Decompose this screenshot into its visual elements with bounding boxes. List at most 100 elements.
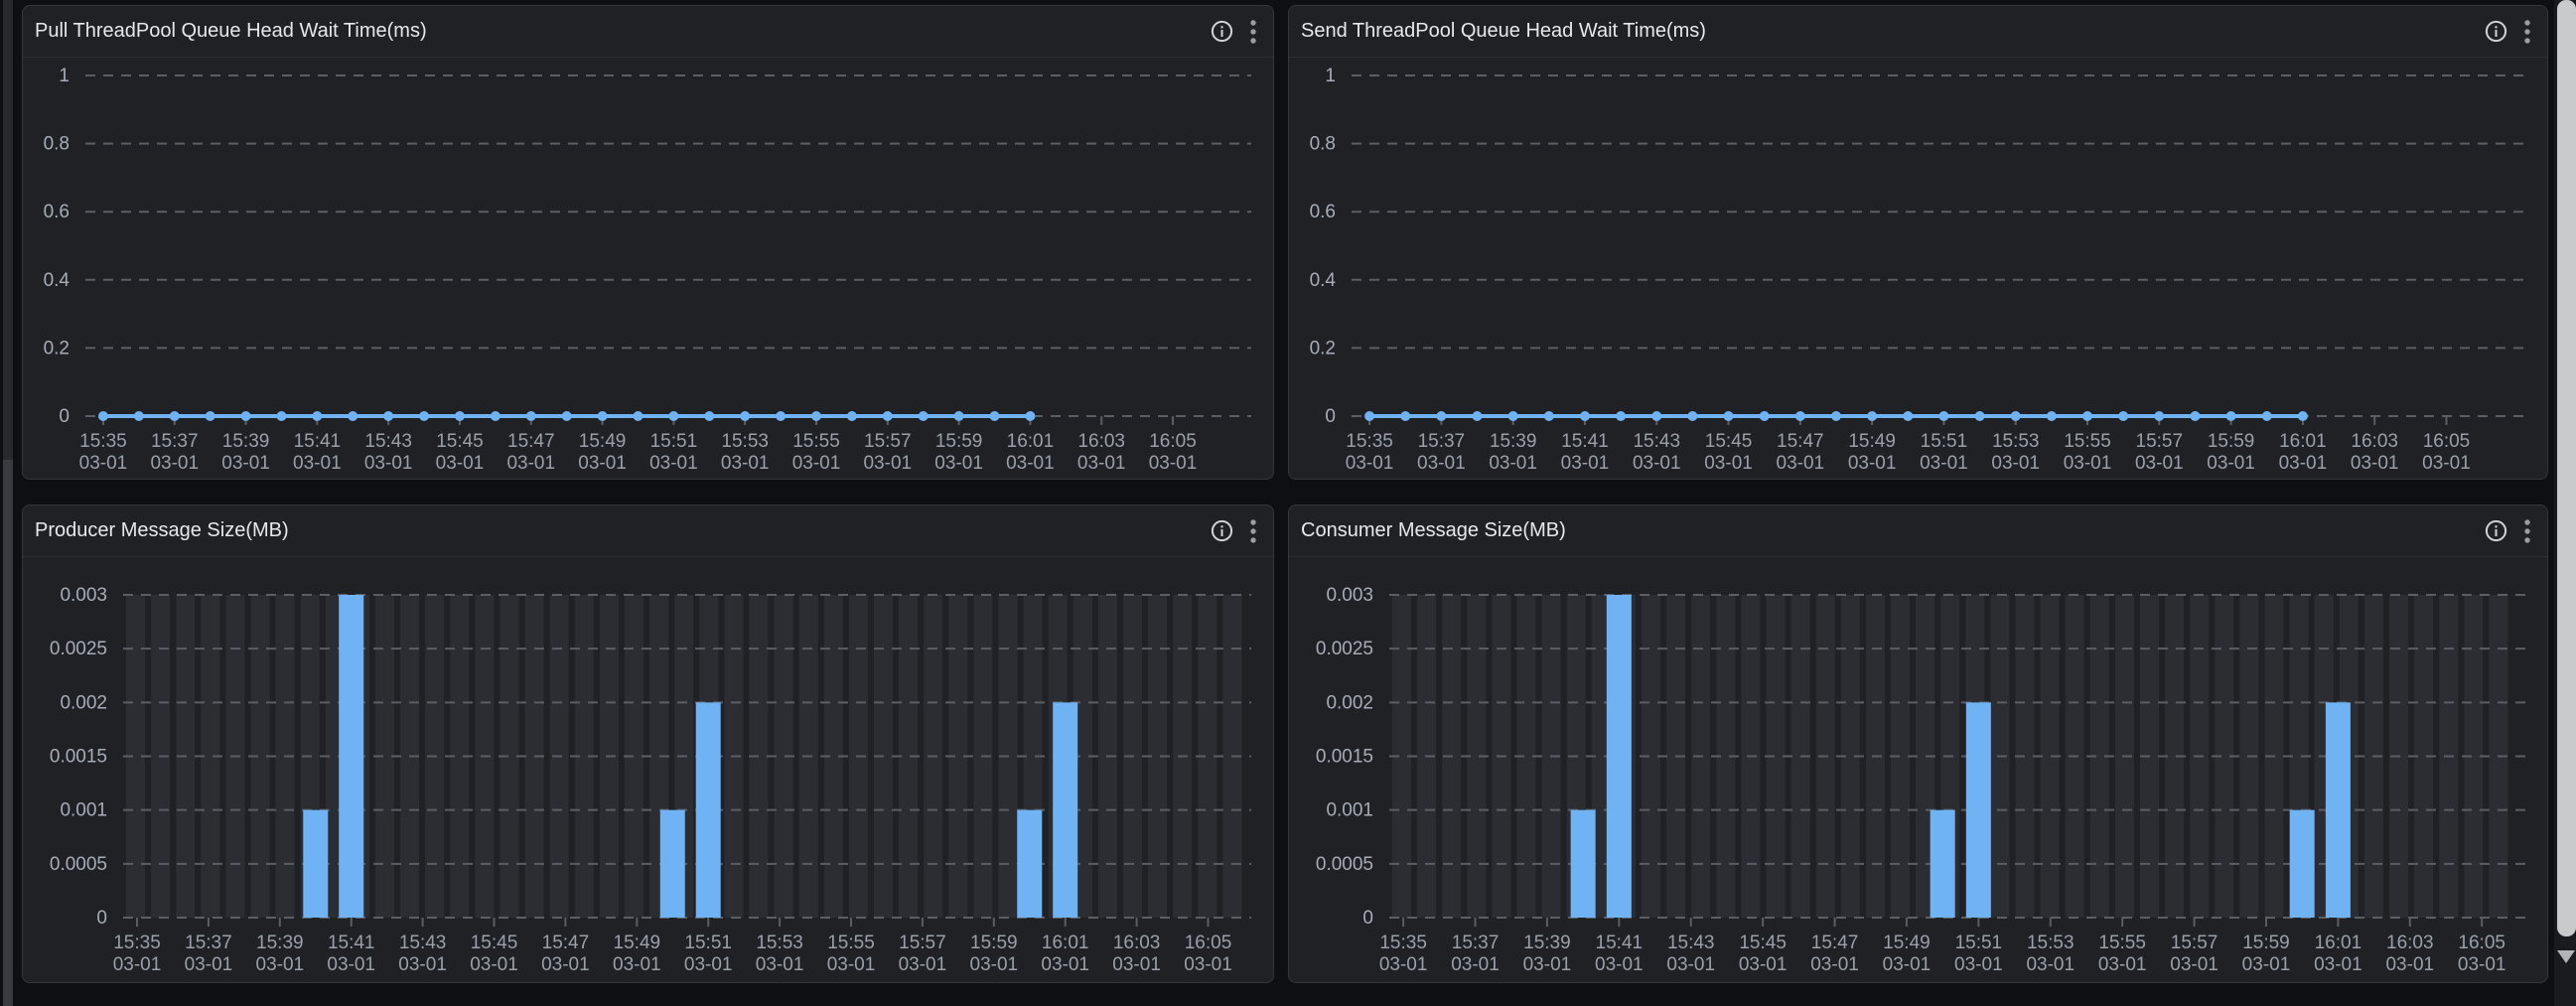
svg-text:15:45: 15:45 <box>1705 431 1753 452</box>
svg-text:03-01: 03-01 <box>1184 954 1232 975</box>
info-icon[interactable] <box>2485 519 2507 542</box>
panel-header: Consumer Message Size(MB) <box>1289 505 2547 557</box>
more-menu-icon[interactable] <box>2523 19 2531 45</box>
svg-text:1: 1 <box>59 66 70 86</box>
svg-text:03-01: 03-01 <box>2458 954 2506 975</box>
svg-text:03-01: 03-01 <box>792 453 841 474</box>
svg-text:03-01: 03-01 <box>1991 453 2040 474</box>
scrollbar-down-arrow-icon[interactable] <box>2557 950 2575 963</box>
info-icon[interactable] <box>2485 20 2507 43</box>
svg-text:03-01: 03-01 <box>2135 453 2184 474</box>
svg-text:0.002: 0.002 <box>60 692 107 713</box>
svg-text:15:43: 15:43 <box>1633 431 1680 452</box>
svg-text:15:41: 15:41 <box>294 431 342 452</box>
svg-text:15:53: 15:53 <box>721 431 769 452</box>
svg-text:03-01: 03-01 <box>1954 954 2003 975</box>
svg-text:03-01: 03-01 <box>2098 954 2147 975</box>
svg-text:03-01: 03-01 <box>970 954 1019 975</box>
svg-text:16:01: 16:01 <box>1042 933 1089 953</box>
info-icon[interactable] <box>1211 519 1233 542</box>
chart-pull-threadpool-wait-time[interactable]: 0 0.2 0.4 0.6 0.8 1 15:35 03-01 15:37 03-01 15:39 0… <box>23 6 1273 479</box>
panel-actions <box>2485 19 2531 45</box>
svg-text:15:37: 15:37 <box>151 431 199 452</box>
svg-text:16:05: 16:05 <box>1185 933 1232 953</box>
svg-text:03-01: 03-01 <box>436 453 485 474</box>
svg-text:15:35: 15:35 <box>1346 431 1393 452</box>
svg-text:0.4: 0.4 <box>44 270 71 291</box>
panel-actions <box>1211 19 1257 45</box>
svg-text:0.4: 0.4 <box>1310 270 1337 291</box>
info-icon[interactable] <box>1211 20 1233 43</box>
svg-text:03-01: 03-01 <box>1417 453 1466 474</box>
svg-text:03-01: 03-01 <box>2170 954 2218 975</box>
svg-text:03-01: 03-01 <box>1489 453 1537 474</box>
svg-text:03-01: 03-01 <box>1451 954 1500 975</box>
chart-send-threadpool-wait-time[interactable]: 0 0.2 0.4 0.6 0.8 1 15:35 03-01 15:37 03-01 15:39 0… <box>1289 6 2547 479</box>
svg-text:03-01: 03-01 <box>2207 453 2255 474</box>
svg-text:15:59: 15:59 <box>970 933 1018 953</box>
svg-text:03-01: 03-01 <box>2385 954 2434 975</box>
chart-producer-message-size[interactable]: 0 0.0005 0.001 0.0015 0.002 0.0025 0.003 15:35 0… <box>23 505 1273 982</box>
svg-text:15:59: 15:59 <box>2242 933 2290 953</box>
svg-text:03-01: 03-01 <box>1561 453 1610 474</box>
svg-text:15:53: 15:53 <box>2027 933 2075 953</box>
vertical-scrollbar[interactable] <box>2554 0 2576 1006</box>
panel-actions <box>1211 518 1257 544</box>
chart-consumer-message-size[interactable]: 0 0.0005 0.001 0.0015 0.002 0.0025 0.003 15:35 0… <box>1289 505 2547 982</box>
svg-text:15:53: 15:53 <box>756 933 803 953</box>
svg-text:0.6: 0.6 <box>44 202 70 222</box>
svg-text:0: 0 <box>1325 406 1336 427</box>
svg-text:0.002: 0.002 <box>1326 692 1373 713</box>
more-menu-icon[interactable] <box>1249 518 1257 544</box>
svg-text:03-01: 03-01 <box>1704 453 1753 474</box>
svg-text:03-01: 03-01 <box>327 954 375 975</box>
svg-text:0.0015: 0.0015 <box>1316 747 1373 768</box>
svg-text:15:41: 15:41 <box>1596 933 1644 953</box>
svg-text:15:51: 15:51 <box>684 933 732 953</box>
svg-text:03-01: 03-01 <box>113 954 162 975</box>
svg-text:03-01: 03-01 <box>364 453 413 474</box>
svg-text:03-01: 03-01 <box>256 954 305 975</box>
svg-text:15:37: 15:37 <box>1418 431 1466 452</box>
svg-text:15:35: 15:35 <box>79 431 127 452</box>
scrollbar-thumb[interactable] <box>2557 0 2576 936</box>
svg-text:03-01: 03-01 <box>1077 453 1126 474</box>
svg-text:03-01: 03-01 <box>1346 453 1394 474</box>
svg-text:16:03: 16:03 <box>2386 933 2434 953</box>
svg-text:03-01: 03-01 <box>2242 954 2291 975</box>
svg-text:03-01: 03-01 <box>899 954 947 975</box>
panel-producer-message-size: Producer Message Size(MB) 0 0.0005 0.001 0.… <box>22 504 1274 983</box>
svg-text:03-01: 03-01 <box>1595 954 1644 975</box>
svg-text:15:51: 15:51 <box>1955 933 2003 953</box>
svg-text:0.0025: 0.0025 <box>50 639 107 659</box>
svg-text:03-01: 03-01 <box>221 453 270 474</box>
svg-text:03-01: 03-01 <box>1523 954 1572 975</box>
svg-text:0: 0 <box>1362 908 1373 929</box>
panel-pull-threadpool-queue-head-wait-time: Pull ThreadPool Queue Head Wait Time(ms)… <box>22 5 1274 480</box>
svg-text:03-01: 03-01 <box>1920 453 1968 474</box>
svg-text:16:01: 16:01 <box>2315 933 2362 953</box>
svg-text:03-01: 03-01 <box>1633 453 1681 474</box>
panel-consumer-message-size: Consumer Message Size(MB) 0 0.0005 0.001 0.… <box>1288 504 2548 983</box>
svg-text:16:03: 16:03 <box>1113 933 1161 953</box>
left-gutter <box>3 0 13 1006</box>
svg-text:0.6: 0.6 <box>1310 202 1336 222</box>
svg-text:15:37: 15:37 <box>185 933 232 953</box>
svg-text:0.001: 0.001 <box>60 800 107 821</box>
more-menu-icon[interactable] <box>1249 19 1257 45</box>
svg-text:0.003: 0.003 <box>1326 585 1373 606</box>
svg-text:0.8: 0.8 <box>44 134 70 155</box>
svg-text:03-01: 03-01 <box>649 453 698 474</box>
svg-text:15:55: 15:55 <box>2064 431 2111 452</box>
svg-text:03-01: 03-01 <box>1112 954 1161 975</box>
svg-text:15:57: 15:57 <box>2136 431 2184 452</box>
svg-text:15:51: 15:51 <box>1921 431 1968 452</box>
svg-text:03-01: 03-01 <box>2064 453 2112 474</box>
svg-text:15:53: 15:53 <box>1992 431 2040 452</box>
panel-title: Producer Message Size(MB) <box>35 519 289 541</box>
svg-text:03-01: 03-01 <box>1739 954 1788 975</box>
svg-text:15:47: 15:47 <box>1777 431 1824 452</box>
panel-title: Send ThreadPool Queue Head Wait Time(ms) <box>1301 20 1706 42</box>
svg-text:03-01: 03-01 <box>1848 453 1897 474</box>
more-menu-icon[interactable] <box>2523 518 2531 544</box>
